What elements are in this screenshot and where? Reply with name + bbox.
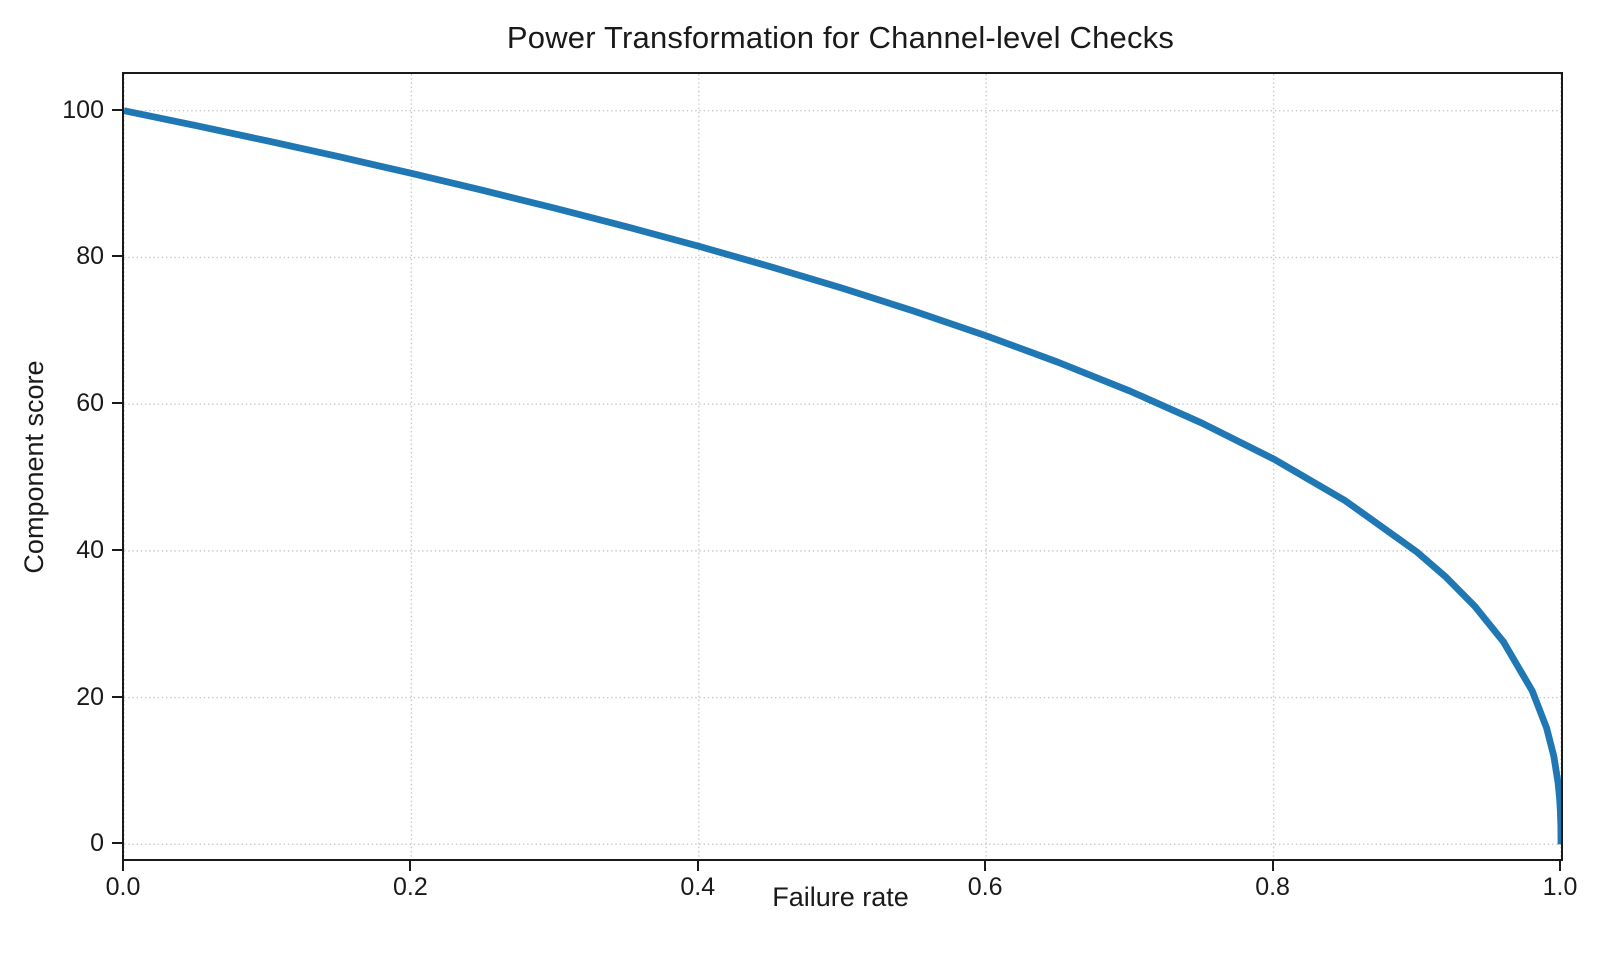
- x-tick-label: 0.6: [967, 873, 1003, 901]
- x-tick-label: 0.4: [680, 873, 716, 901]
- y-tick-label: 80: [76, 242, 104, 271]
- plot-area: [122, 72, 1563, 861]
- y-tick-label: 0: [90, 829, 104, 858]
- x-axis-label: Failure rate: [772, 882, 909, 912]
- y-tick-label: 20: [76, 682, 104, 711]
- x-tick-label: 0.0: [105, 873, 141, 901]
- x-tick-mark: [122, 861, 124, 871]
- grid-lines: [124, 74, 1561, 859]
- y-tick-mark: [112, 548, 122, 551]
- series-line-component-score-curve: [124, 107, 1561, 845]
- x-tick-label: 1.0: [1542, 873, 1578, 901]
- x-tick-mark: [1271, 861, 1274, 871]
- y-tick-mark: [112, 108, 122, 111]
- y-tick-label: 60: [76, 389, 104, 418]
- series-group: [124, 107, 1561, 845]
- x-tick-label: 0.8: [1255, 873, 1290, 901]
- x-tick-mark: [409, 861, 412, 871]
- y-tick-label: 100: [62, 95, 104, 124]
- x-tick-mark: [1559, 861, 1561, 871]
- x-tick-mark: [696, 861, 699, 871]
- y-tick-mark: [112, 402, 122, 405]
- y-tick-mark: [112, 842, 122, 845]
- y-tick-mark: [112, 695, 122, 698]
- y-axis-label: Component score: [19, 360, 49, 574]
- x-tick-label: 0.2: [393, 873, 428, 901]
- plot-canvas: [124, 74, 1561, 859]
- chart-title: Power Transformation for Channel-level C…: [506, 20, 1175, 55]
- x-tick-mark: [984, 861, 987, 871]
- y-tick-mark: [112, 255, 122, 258]
- y-tick-label: 40: [76, 535, 104, 564]
